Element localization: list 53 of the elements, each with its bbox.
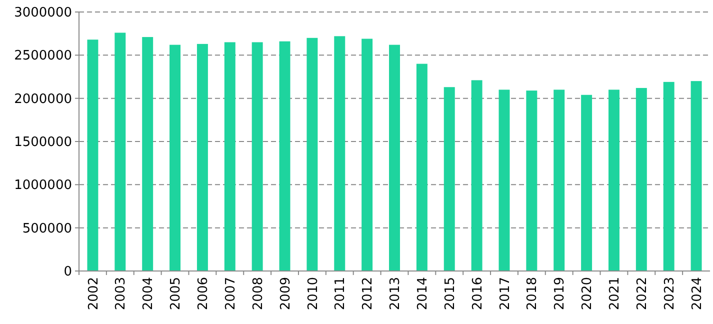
bar bbox=[252, 42, 263, 271]
bar bbox=[498, 90, 510, 271]
x-tick-label: 2016 bbox=[470, 277, 486, 310]
x-tick-label: 2018 bbox=[525, 277, 540, 310]
bar bbox=[306, 38, 318, 271]
bar bbox=[526, 90, 538, 271]
bar bbox=[581, 94, 592, 271]
bar bbox=[170, 44, 181, 271]
bar bbox=[444, 87, 455, 271]
x-tick-label: 2009 bbox=[278, 277, 294, 310]
bar bbox=[608, 90, 620, 271]
bar bbox=[224, 42, 236, 271]
x-tick-label: 2020 bbox=[580, 277, 596, 310]
y-tick-label: 2500000 bbox=[14, 48, 72, 64]
y-tick-label: 500000 bbox=[22, 221, 72, 236]
bar bbox=[362, 38, 373, 271]
bar bbox=[636, 88, 647, 271]
x-tick-label: 2007 bbox=[223, 277, 238, 310]
x-tick-label: 2013 bbox=[388, 277, 404, 310]
bar bbox=[471, 80, 482, 271]
x-tick-label: 2022 bbox=[634, 277, 650, 310]
x-tick-label: 2008 bbox=[250, 277, 266, 310]
x-tick-label: 2021 bbox=[608, 277, 623, 310]
x-tick-label: 2012 bbox=[360, 277, 376, 310]
y-tick-label: 3000000 bbox=[14, 6, 72, 21]
y-tick-label: 1000000 bbox=[14, 178, 72, 194]
x-tick-label: 2024 bbox=[690, 277, 705, 310]
x-tick-label: 2014 bbox=[415, 277, 430, 310]
y-tick-label: 2000000 bbox=[14, 92, 72, 107]
bar bbox=[196, 44, 208, 271]
y-tick-label: 0 bbox=[64, 264, 72, 280]
x-tick-label: 2005 bbox=[168, 277, 184, 310]
x-tick-label: 2019 bbox=[552, 277, 568, 310]
x-tick-label: 2017 bbox=[498, 277, 513, 310]
x-tick-label: 2002 bbox=[86, 277, 102, 310]
bar bbox=[87, 40, 98, 271]
bar bbox=[690, 81, 702, 271]
y-tick-label: 1500000 bbox=[14, 135, 72, 150]
x-tick-label: 2006 bbox=[196, 277, 212, 310]
x-tick-label: 2015 bbox=[442, 277, 458, 310]
x-tick-label: 2010 bbox=[306, 277, 321, 310]
bar bbox=[663, 82, 674, 271]
bar bbox=[554, 90, 565, 271]
bar bbox=[389, 44, 400, 271]
bar bbox=[114, 32, 126, 271]
bar bbox=[142, 37, 154, 271]
bar bbox=[334, 36, 346, 271]
x-tick-label: 2003 bbox=[114, 277, 129, 310]
x-tick-label: 2011 bbox=[333, 277, 348, 310]
bar bbox=[279, 41, 290, 271]
x-tick-label: 2004 bbox=[141, 277, 156, 310]
x-tick-label: 2023 bbox=[662, 277, 678, 310]
bar bbox=[416, 64, 428, 271]
